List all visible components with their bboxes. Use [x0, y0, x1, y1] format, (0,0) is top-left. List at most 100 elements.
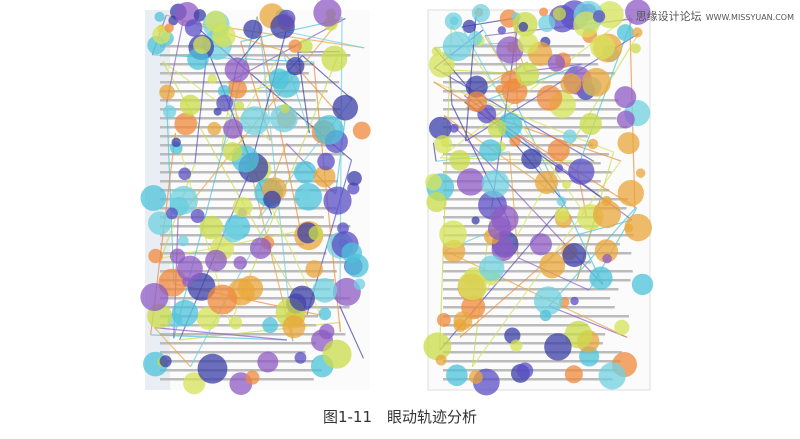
text-line [443, 306, 615, 309]
fixation [487, 119, 507, 138]
fixation [425, 173, 442, 191]
fixation [243, 19, 263, 39]
fixation [521, 148, 542, 170]
text-line [160, 234, 344, 237]
fixation [614, 319, 630, 335]
fixation [533, 286, 563, 316]
text-line [443, 225, 599, 228]
fixation [323, 186, 352, 215]
text-line [160, 225, 351, 228]
fixation [466, 91, 487, 112]
saccade [432, 142, 437, 162]
fixation [257, 351, 279, 373]
fixation [496, 36, 524, 64]
fixation [183, 372, 206, 395]
fixation [449, 149, 471, 171]
fixation [148, 211, 172, 235]
fixation [510, 339, 523, 352]
fixation [589, 266, 613, 290]
text-line [160, 189, 338, 192]
fixation [312, 277, 338, 303]
fixation [449, 123, 459, 133]
fixation [197, 353, 228, 384]
fixation [590, 34, 615, 60]
fixation [426, 191, 447, 213]
fixation [471, 4, 490, 23]
fixation [249, 237, 272, 259]
text-line [443, 324, 588, 327]
fixation [442, 31, 473, 62]
text-line [160, 306, 350, 309]
fixation [479, 139, 502, 162]
fixation [352, 121, 371, 140]
text-line [160, 198, 300, 201]
text-line [160, 81, 340, 84]
fixation [169, 185, 198, 215]
fixation [232, 197, 253, 218]
fixation [270, 104, 298, 133]
fixation [616, 110, 635, 129]
fixation [286, 57, 305, 76]
fixation [481, 169, 510, 198]
fixation [282, 315, 306, 339]
text-line [160, 360, 314, 363]
fixation [564, 365, 583, 384]
text-line [160, 252, 327, 255]
fixation [166, 207, 178, 220]
fixation [184, 19, 203, 37]
fixation [229, 316, 243, 330]
fixation [534, 170, 559, 195]
fixation [222, 221, 245, 243]
fixation [288, 39, 302, 53]
fixation [164, 23, 174, 33]
fixation [179, 94, 201, 116]
fixation [564, 320, 593, 349]
fixation [163, 105, 177, 119]
fixation [469, 370, 483, 384]
fixation [614, 86, 637, 109]
fixation [529, 233, 552, 256]
saccade [433, 81, 614, 153]
text-line [443, 117, 617, 120]
fixation [544, 333, 572, 361]
text-line [160, 99, 316, 102]
fixation [462, 19, 476, 34]
fixation [592, 200, 622, 229]
fixation [594, 239, 619, 263]
text-line [443, 261, 592, 264]
saccade [475, 16, 512, 78]
fixation [277, 9, 296, 28]
fixation [491, 238, 515, 262]
text-line [160, 135, 337, 138]
fixation [538, 15, 556, 33]
text-line [160, 333, 346, 336]
text-line [443, 162, 601, 165]
fixation [616, 24, 634, 42]
fixation [190, 209, 205, 223]
fixation [587, 138, 599, 150]
fixation [624, 213, 652, 242]
fixation [159, 84, 175, 101]
text-line [160, 144, 334, 147]
fixation [518, 21, 529, 32]
text-line [443, 108, 621, 111]
fixation [536, 85, 563, 111]
fixation [539, 309, 552, 322]
fixation [556, 196, 567, 207]
fixation [233, 256, 247, 270]
fixation [240, 106, 270, 136]
fixation [322, 339, 352, 369]
fixation [196, 306, 220, 330]
saccade [449, 69, 512, 74]
fixation [515, 62, 540, 87]
fixation [539, 252, 566, 279]
watermark-url: WWW.MISSYUAN.COM [705, 13, 794, 22]
fixation [592, 10, 606, 23]
text-line [443, 297, 611, 300]
fixation [207, 121, 222, 136]
fixation [617, 179, 644, 207]
fixation [439, 220, 467, 249]
fixation [154, 11, 165, 22]
fixation [234, 101, 245, 111]
